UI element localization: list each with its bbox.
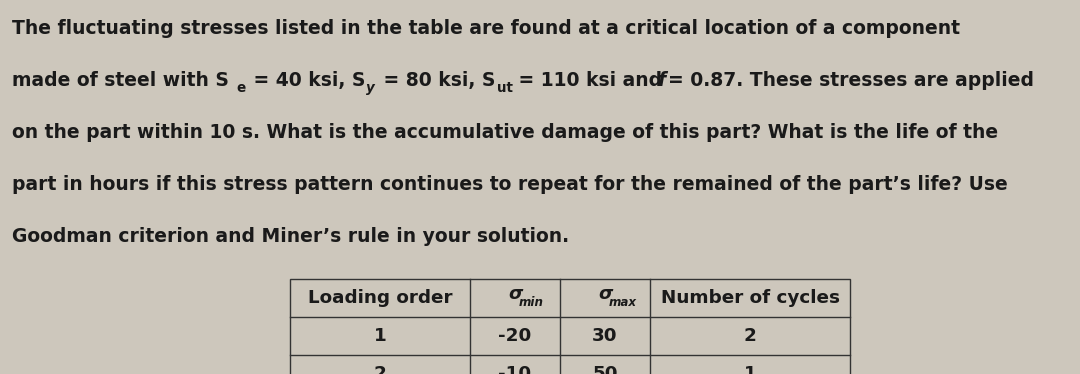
Text: part in hours if this stress pattern continues to repeat for the remained of the: part in hours if this stress pattern con… [12,175,1008,194]
Text: e: e [237,81,246,95]
Text: = 0.87. These stresses are applied: = 0.87. These stresses are applied [669,71,1035,90]
Text: 1: 1 [374,327,387,345]
Text: = 80 ksi, S: = 80 ksi, S [377,71,496,90]
Text: on the part within 10 s. What is the accumulative damage of this part? What is t: on the part within 10 s. What is the acc… [12,123,998,142]
Text: = 110 ksi and: = 110 ksi and [512,71,669,90]
Text: Loading order: Loading order [308,289,453,307]
Text: ut: ut [498,81,513,95]
Text: y: y [365,81,375,95]
Text: 50: 50 [592,365,618,374]
Text: 1: 1 [744,365,756,374]
Text: σ: σ [508,285,523,303]
Text: σ: σ [598,285,612,303]
Text: -20: -20 [498,327,531,345]
Text: 2: 2 [743,327,756,345]
Text: Number of cycles: Number of cycles [661,289,839,307]
Text: Goodman criterion and Miner’s rule in your solution.: Goodman criterion and Miner’s rule in yo… [12,227,569,246]
Text: f: f [657,71,665,90]
Bar [291,279,850,374]
Text: 2: 2 [374,365,387,374]
Text: made of steel with S: made of steel with S [12,71,229,90]
Text: max: max [609,297,637,310]
Text: The fluctuating stresses listed in the table are found at a critical location of: The fluctuating stresses listed in the t… [12,19,960,38]
Text: = 40 ksi, S: = 40 ksi, S [247,71,365,90]
Text: -10: -10 [499,365,531,374]
Text: 30: 30 [592,327,618,345]
Text: min: min [519,297,544,310]
